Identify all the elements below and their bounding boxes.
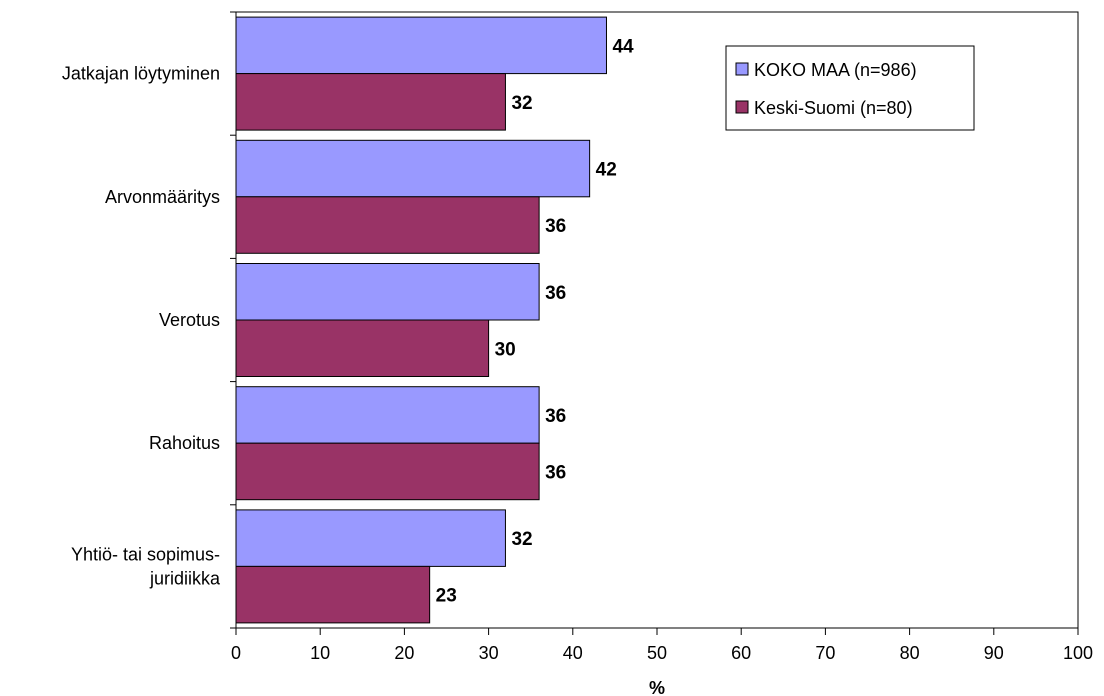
x-axis: 0 10 20 30 40 50 60 70 80 90 100 (230, 11, 1093, 663)
x-tick-label: 100 (1063, 643, 1093, 663)
legend-box (725, 45, 975, 131)
legend-swatch (735, 62, 749, 76)
legend-label: Keski-Suomi (n=80) (754, 98, 913, 118)
bar-series-1-cat-2 (235, 319, 490, 377)
x-tick-label: 10 (310, 643, 330, 663)
data-label: 32 (511, 529, 532, 550)
x-tick-label: 50 (647, 643, 667, 663)
legend-swatch (735, 100, 749, 114)
x-tick-label: 60 (731, 643, 751, 663)
bar-series-1-cat-4 (235, 565, 431, 624)
x-tick-label: 40 (563, 643, 583, 663)
x-tick-label: 0 (231, 643, 241, 663)
data-label: 36 (545, 283, 566, 304)
bars (235, 16, 607, 624)
legend-label: KOKO MAA (n=986) (754, 60, 917, 80)
data-label: 36 (545, 406, 566, 427)
x-tick-label: 20 (394, 643, 414, 663)
category-label: Jatkajan löytyminen (62, 64, 220, 84)
legend: KOKO MAA (n=986) Keski-Suomi (n=80) (725, 45, 975, 131)
x-tick-label: 80 (900, 643, 920, 663)
category-label: Yhtiö- tai sopimus-juridiikka (71, 544, 221, 588)
bar-series-1-cat-1 (235, 196, 540, 254)
x-tick-label: 70 (815, 643, 835, 663)
data-label: 36 (545, 216, 566, 237)
category-labels: Jatkajan löytyminen Arvonmääritys Verotus R… (62, 64, 221, 589)
bar-series-1-cat-0 (235, 73, 506, 131)
data-label: 44 (612, 36, 634, 57)
x-tick-label: 30 (479, 643, 499, 663)
data-label: 42 (596, 160, 617, 181)
x-tick-label: 90 (984, 643, 1004, 663)
bar-series-0-cat-0 (235, 16, 607, 75)
data-label: 23 (436, 586, 457, 607)
bar-series-0-cat-1 (235, 139, 591, 198)
data-label: 36 (545, 462, 566, 483)
data-labels: 44 32 42 36 36 30 36 36 32 23 (436, 36, 634, 606)
bar-series-0-cat-3 (235, 386, 540, 444)
category-label: Arvonmääritys (105, 187, 220, 207)
x-axis-title: % (649, 678, 665, 696)
category-label: Verotus (159, 310, 220, 330)
bar-series-0-cat-2 (235, 263, 540, 321)
data-label: 32 (511, 93, 532, 114)
bar-series-1-cat-3 (235, 442, 540, 501)
bar-series-0-cat-4 (235, 509, 506, 567)
data-label: 30 (495, 339, 516, 360)
category-label: Rahoitus (149, 433, 220, 453)
